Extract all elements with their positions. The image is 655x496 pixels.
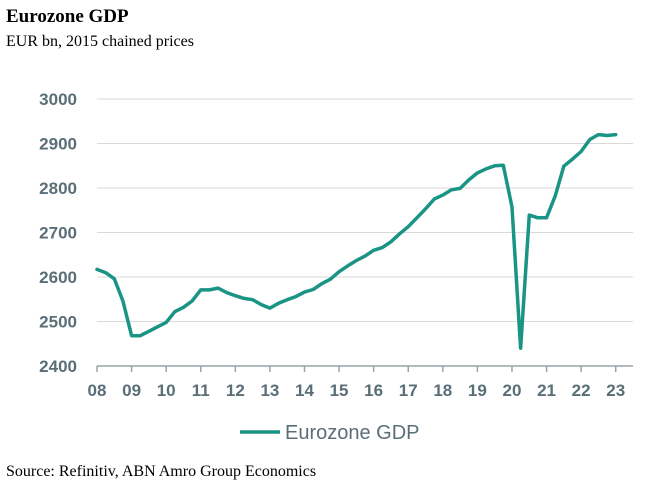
x-tick-label: 12: [226, 381, 245, 400]
y-axis: 2400 2500 2600 2700 2800 2900 3000: [39, 90, 77, 376]
x-axis: 08 09 10 11 12 13 14 15 16 17 18 19 20 21 22 23: [88, 366, 625, 400]
x-tick-label: 11: [192, 381, 210, 400]
x-tick-label: 10: [157, 381, 176, 400]
x-tick-label: 18: [433, 381, 452, 400]
x-tick-label: 09: [122, 381, 141, 400]
y-tick-label: 2800: [39, 179, 77, 198]
grid-layer: [97, 98, 633, 367]
x-tick-label: 19: [468, 381, 487, 400]
y-tick-label: 2600: [39, 268, 77, 287]
y-tick-label: 2500: [39, 313, 77, 332]
x-tick-label: 15: [330, 381, 349, 400]
x-tick-label: 20: [503, 381, 522, 400]
source-note: Source: Refinitiv, ABN Amro Group Econom…: [6, 463, 317, 480]
y-tick-label: 2900: [39, 135, 77, 154]
x-tick-label: 21: [537, 381, 556, 400]
x-tick-label: 08: [88, 381, 107, 400]
chart-title: Eurozone GDP: [6, 6, 129, 27]
y-tick-label: 2700: [39, 224, 77, 243]
y-tick-label: 2400: [39, 357, 77, 376]
legend: Eurozone GDP: [240, 422, 420, 444]
chart-subtitle: EUR bn, 2015 chained prices: [6, 33, 194, 50]
x-tick-label: 14: [295, 381, 314, 400]
legend-label: Eurozone GDP: [285, 422, 420, 444]
x-tick-label: 13: [260, 381, 279, 400]
x-tick-label: 17: [399, 381, 418, 400]
x-tick-label: 23: [606, 381, 625, 400]
x-tick-label: 16: [364, 381, 383, 400]
y-tick-label: 3000: [39, 90, 77, 109]
series-line-0: [95, 132, 618, 350]
x-tick-label: 22: [572, 381, 591, 400]
series-layer: [95, 132, 618, 350]
